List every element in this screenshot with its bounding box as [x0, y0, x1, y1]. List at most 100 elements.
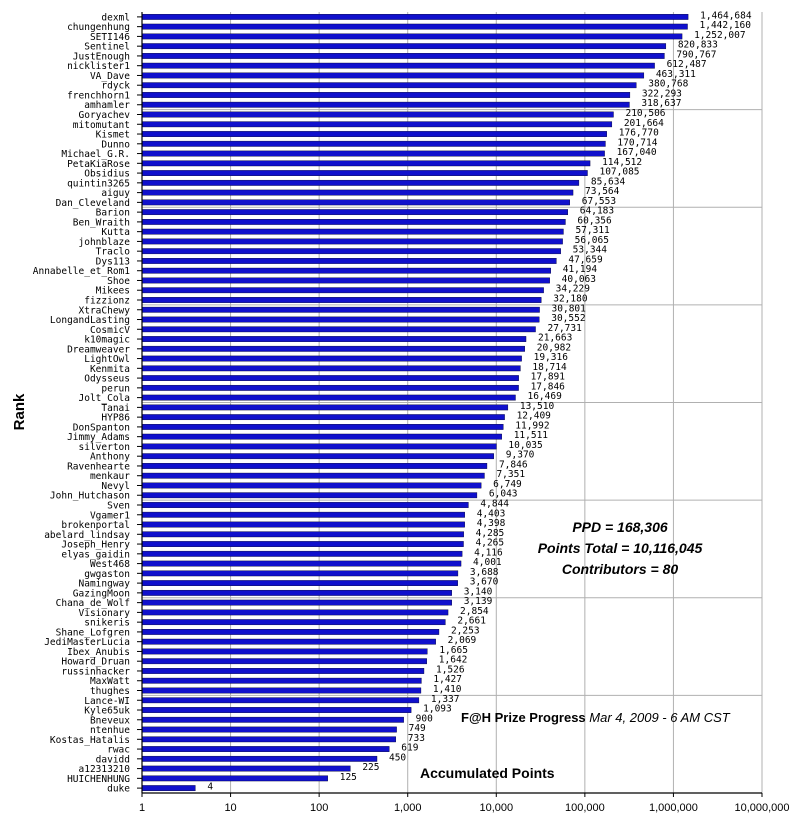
- bar: [141, 238, 563, 245]
- value-label: 4,285: [476, 528, 505, 539]
- value-label: 6,749: [493, 479, 522, 490]
- value-label: 1,337: [431, 694, 460, 705]
- bar: [141, 131, 607, 137]
- category-label: JustEnough: [73, 51, 130, 62]
- value-label: 64,183: [580, 206, 614, 217]
- category-label: Howard_Druan: [61, 657, 130, 668]
- ppd-text: PPD = 168,306: [572, 519, 668, 535]
- value-label: 3,670: [470, 577, 499, 588]
- value-label: 34,229: [556, 284, 591, 295]
- value-label: 73,564: [585, 186, 620, 197]
- bar: [141, 463, 488, 469]
- value-label: 27,731: [548, 323, 583, 334]
- value-label: 1,252,007: [694, 30, 745, 41]
- category-label: rdyck: [101, 81, 130, 92]
- value-labels: 1,464,6841,442,1601,252,007820,833790,76…: [207, 10, 752, 792]
- value-label: 3,688: [470, 567, 499, 578]
- category-label: Obsidius: [84, 169, 130, 180]
- bar: [141, 345, 525, 352]
- value-label: 114,512: [602, 157, 642, 168]
- bar: [141, 189, 574, 196]
- category-label: Nevyl: [101, 481, 130, 492]
- value-label: 1,427: [433, 674, 462, 685]
- value-label: 6,043: [489, 489, 518, 500]
- category-label: Jimmy_Adams: [67, 432, 130, 443]
- caption: F@H Prize Progress Mar 4, 2009 - 6 AM CS…: [461, 710, 730, 725]
- bar: [141, 765, 351, 772]
- value-label: 20,982: [537, 342, 571, 353]
- value-label: 1,526: [436, 664, 465, 675]
- bar: [141, 170, 588, 176]
- category-label: fizzionz: [84, 295, 130, 306]
- value-label: 820,833: [678, 40, 718, 51]
- bar: [141, 287, 544, 294]
- category-label: Namingway: [79, 579, 131, 590]
- value-label: 56,065: [575, 235, 609, 246]
- category-label: Kutta: [101, 227, 130, 238]
- category-label: ntenhue: [90, 725, 130, 736]
- caption-title: F@H Prize Progress: [461, 710, 586, 725]
- value-label: 41,194: [563, 264, 598, 275]
- value-label: 32,180: [553, 293, 588, 304]
- value-label: 4,398: [477, 518, 506, 529]
- value-label: 9,370: [506, 450, 535, 461]
- bar: [141, 121, 613, 128]
- value-label: 225: [362, 762, 379, 773]
- bar: [141, 599, 452, 606]
- bar: [141, 62, 655, 69]
- category-label: davidd: [96, 754, 130, 765]
- value-label: 60,356: [577, 215, 612, 226]
- value-label: 7,351: [496, 469, 525, 480]
- category-label: GazingMoon: [73, 588, 130, 599]
- category-label: Dreamweaver: [67, 344, 130, 355]
- category-label: Dys113: [96, 256, 130, 267]
- value-label: 167,040: [617, 147, 657, 158]
- category-label: MaxWatt: [90, 676, 130, 687]
- category-label: VA_Dave: [90, 71, 130, 82]
- bar: [141, 560, 462, 567]
- value-label: 11,992: [515, 420, 549, 431]
- bar: [141, 531, 464, 538]
- bar: [141, 111, 614, 118]
- x-tick-label: 1,000: [394, 802, 422, 814]
- category-label: rwac: [107, 745, 130, 756]
- x-tick-label: 10: [224, 802, 236, 814]
- bar: [141, 306, 540, 313]
- value-label: 322,293: [642, 88, 682, 99]
- category-label: nicklister1: [67, 61, 130, 72]
- x-tick-label: 1: [139, 802, 145, 814]
- bar: [141, 570, 459, 577]
- category-label: CosmicV: [90, 325, 130, 336]
- bar: [141, 404, 509, 411]
- bar: [141, 297, 542, 303]
- bar: [141, 82, 637, 89]
- value-label: 318,637: [641, 98, 681, 109]
- bar: [141, 13, 689, 20]
- category-label: XtraChewy: [79, 305, 131, 316]
- bar: [141, 267, 551, 274]
- category-label: Dunno: [101, 139, 130, 150]
- value-label: 790,767: [676, 49, 716, 60]
- category-label: JediMasterLucia: [44, 637, 130, 648]
- y-axis-title: Rank: [11, 393, 28, 430]
- bar: [141, 209, 569, 216]
- x-tick-label: 100,000: [565, 802, 605, 814]
- bar: [141, 638, 436, 645]
- value-label: 1,665: [439, 645, 468, 656]
- bar: [141, 433, 502, 440]
- value-label: 30,552: [551, 313, 585, 324]
- category-label: Michael_G.R.: [61, 149, 130, 160]
- value-label: 2,661: [457, 616, 486, 627]
- category-label: Lance-WI: [84, 696, 130, 707]
- bar: [141, 375, 519, 381]
- bar: [141, 72, 645, 79]
- bar: [141, 502, 469, 508]
- value-label: 380,768: [648, 79, 688, 90]
- category-label: elyas_gaidin: [61, 549, 130, 560]
- bar: [141, 160, 591, 167]
- value-label: 210,506: [625, 108, 665, 119]
- bar: [141, 482, 482, 489]
- bar: [141, 443, 497, 450]
- bar: [141, 248, 561, 255]
